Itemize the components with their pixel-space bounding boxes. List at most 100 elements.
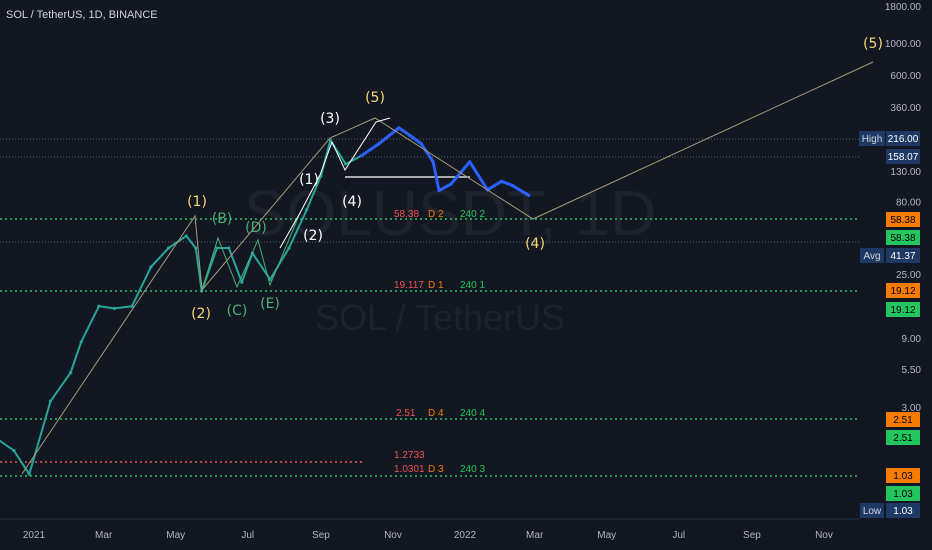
fib-103-orange-bg [886,468,920,483]
watermark: SOLUSDT, 1D SOL / TetherUS [244,177,657,338]
watermark-name: SOL / TetherUS [315,297,565,338]
price-segment-4 [49,371,72,403]
wave-lines [21,61,874,475]
fib-19-orange-bg [886,283,920,298]
time-tick-9: Jul [672,530,685,541]
price-segment-36 [510,183,531,197]
wave-label-4-minor: (4) [342,194,362,210]
price-series [0,126,531,476]
time-tick-11: Nov [815,530,833,541]
price-point-32 [468,160,472,164]
low-tag: Low [863,506,882,517]
price-axis[interactable]: 1800.00 1000.00 600.00 360.00 130.00 80.00 25.… [885,2,922,414]
price-point-20 [305,208,309,212]
price-segment-9 [131,266,152,308]
last-price-bg [886,149,920,164]
price-tick-6: 25.00 [896,270,921,281]
wave-label-B: (B) [212,211,233,227]
price-segment-35 [500,179,514,187]
high-tag-bg [859,131,885,146]
wave-label-2-major: (2) [191,306,211,322]
price-tick-1: 1000.00 [885,39,922,50]
price-segment-3 [28,400,52,476]
price-tick-9: 3.00 [902,403,922,414]
fib-row-2-tag: 240 1 [460,280,485,291]
chart-header: SOL / TetherUS, 1D, BINANCE [6,9,158,21]
price-segment-12 [185,234,197,249]
fib-row-3-price: 2.51 [396,408,416,419]
price-tick-7: 9.00 [902,334,922,345]
price-point-34 [500,179,504,183]
price-point-7 [112,306,116,310]
price-segment-6 [80,305,100,343]
price-segment-10 [149,246,170,269]
fib-row-1-price: 58.38 [394,209,419,220]
price-point-25 [377,142,381,146]
time-tick-6: 2022 [454,530,477,541]
high-tag: High [862,134,883,145]
fib-251-orange: 2.51 [893,415,913,426]
fib-row-1-tag: 240 2 [460,209,485,220]
fib-row-4-code: D 3 [428,464,444,475]
price-segment-7 [97,305,116,310]
price-point-16 [240,280,244,284]
price-point-24 [359,154,363,158]
time-tick-0: 2021 [23,530,46,541]
price-point-15 [227,246,231,250]
price-point-27 [407,133,412,137]
price-segment-19 [269,246,291,281]
fib-103-green-bg [886,486,920,501]
fib-58-orange-bg [886,212,920,227]
time-tick-2: May [166,530,185,541]
fib-row-1-code: D 2 [428,209,444,220]
price-segment-13 [194,246,203,293]
time-tick-5: Nov [384,530,402,541]
fib-103-orange: 1.03 [893,471,913,482]
fib-row-2-code: D 1 [428,280,444,291]
price-point-9 [149,265,153,269]
price-point-18 [268,277,272,282]
wave-label-1-major: (1) [187,194,207,210]
low-value: 1.03 [893,506,913,517]
time-tick-1: Mar [95,530,113,541]
price-tick-4: 130.00 [890,167,921,178]
time-tick-8: May [597,530,616,541]
price-point-11 [184,234,188,238]
price-point-35 [510,183,514,188]
wave-label-D: (D) [245,220,267,236]
price-point-30 [437,188,441,193]
price-point-22 [328,138,332,142]
price-tick-8: 5.50 [902,365,922,376]
avg-value-bg [886,248,920,263]
fib-extra-label: 1.2733 [394,450,425,461]
price-point-19 [287,246,291,250]
price-segment-30 [431,160,441,192]
time-axis[interactable]: 2021 Mar May Jul Sep Nov 2022 Mar May Jul Sep Nov [23,530,833,541]
price-segment-5 [69,340,83,374]
price-point-28 [419,142,423,146]
fib-251-green: 2.51 [893,433,913,444]
price-point-29 [431,160,435,164]
fib-58-green-bg [886,230,920,245]
fib-row-3-code: D 4 [428,408,444,419]
low-value-bg [886,503,920,518]
price-point-2 [27,472,31,476]
price-segment-33 [468,160,489,192]
fib-row-2-price: 19.117 [394,280,424,291]
wave-label-5-major: (5) [365,90,385,106]
fib-labels: 58.38 D 2 240 2 19.117 D 1 240 1 2.51 D … [394,209,485,475]
price-point-4 [69,371,73,375]
price-segment-31 [437,182,453,192]
avg-tag-bg [860,248,884,263]
time-tick-10: Sep [743,530,761,541]
price-segment-29 [419,142,435,164]
price-point-36 [527,193,531,197]
price-point-23 [344,162,348,166]
fib-row-4-price: 1.0301 [394,464,425,475]
wave-label-E: (E) [260,296,280,312]
price-segment-24 [344,154,363,165]
price-tick-3: 360.00 [890,103,921,114]
avg-value: 41.37 [890,251,915,262]
fib-251-orange-bg [886,412,920,427]
